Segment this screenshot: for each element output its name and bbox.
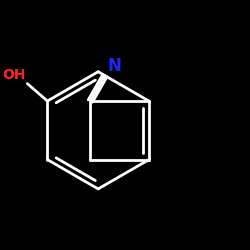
Text: OH: OH — [2, 68, 26, 82]
Text: N: N — [107, 57, 121, 75]
